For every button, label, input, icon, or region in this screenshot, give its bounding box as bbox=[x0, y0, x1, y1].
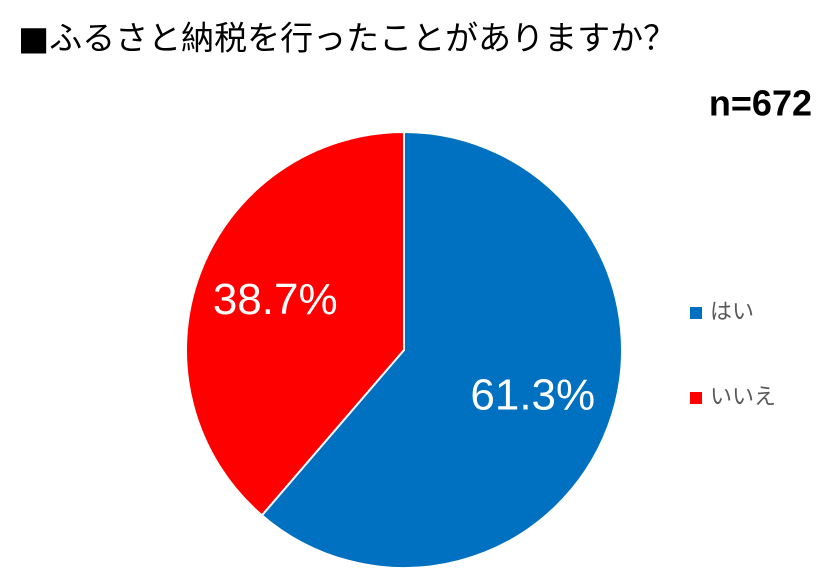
legend-label: はい bbox=[710, 300, 754, 325]
data-label: 38.7% bbox=[213, 275, 338, 324]
pie-slice bbox=[185, 130, 405, 517]
legend-swatch bbox=[690, 392, 702, 404]
legend-label: いいえ bbox=[710, 385, 776, 410]
data-label: 61.3% bbox=[470, 370, 595, 419]
sample-size: n=672 bbox=[709, 83, 812, 124]
pie-slice bbox=[260, 130, 623, 569]
legend-swatch bbox=[690, 307, 702, 319]
chart-title: ■ふるさと納税を行ったことがありますか？ bbox=[18, 19, 676, 58]
